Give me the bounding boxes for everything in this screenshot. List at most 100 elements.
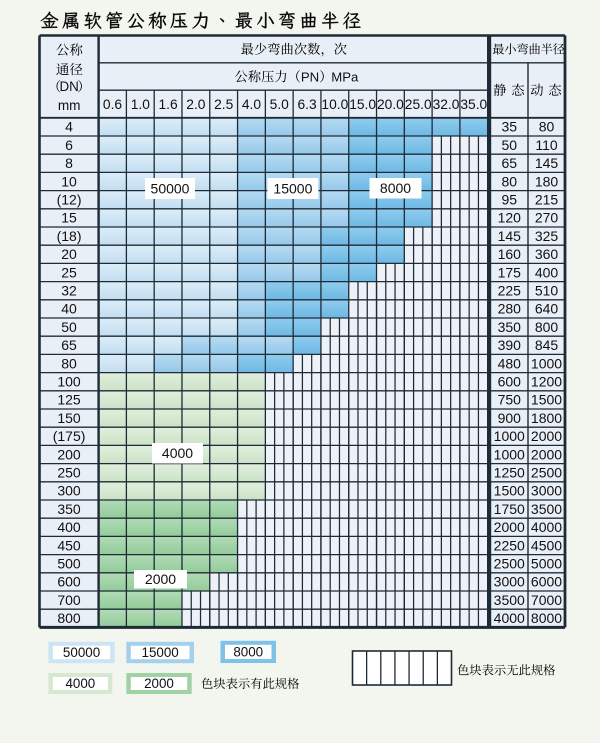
svg-text:4500: 4500 — [531, 537, 562, 553]
svg-text:4.0: 4.0 — [242, 97, 262, 112]
svg-text:1000: 1000 — [494, 428, 525, 444]
svg-text:2000: 2000 — [144, 676, 174, 691]
svg-text:80: 80 — [539, 119, 555, 135]
svg-text:450: 450 — [57, 537, 81, 553]
svg-text:1500: 1500 — [531, 392, 562, 408]
svg-text:125: 125 — [57, 392, 81, 408]
svg-text:390: 390 — [498, 337, 522, 353]
svg-text:8000: 8000 — [380, 180, 411, 196]
svg-text:2.5: 2.5 — [214, 97, 234, 112]
svg-text:360: 360 — [535, 246, 559, 262]
svg-text:5000: 5000 — [531, 556, 562, 572]
svg-text:0.6: 0.6 — [103, 97, 123, 112]
svg-text:1000: 1000 — [494, 446, 525, 462]
svg-text:80: 80 — [61, 355, 77, 371]
svg-text:4000: 4000 — [162, 445, 193, 461]
svg-text:6: 6 — [65, 137, 73, 153]
svg-text:MPa: MPa — [331, 69, 359, 84]
svg-text:15000: 15000 — [142, 645, 179, 660]
svg-text:2000: 2000 — [531, 428, 562, 444]
svg-text:65: 65 — [61, 337, 77, 353]
svg-text:(175): (175) — [53, 428, 86, 444]
svg-text:750: 750 — [498, 392, 522, 408]
svg-text:400: 400 — [57, 519, 81, 535]
svg-text:270: 270 — [535, 210, 559, 226]
svg-text:1.0: 1.0 — [131, 97, 151, 112]
svg-text:640: 640 — [535, 301, 559, 317]
svg-text:480: 480 — [498, 355, 522, 371]
svg-text:2500: 2500 — [494, 556, 525, 572]
svg-text:80: 80 — [501, 173, 517, 189]
svg-text:300: 300 — [57, 483, 81, 499]
svg-text:2.0: 2.0 — [186, 97, 206, 112]
svg-text:10: 10 — [61, 173, 77, 189]
svg-text:5.0: 5.0 — [270, 97, 290, 112]
svg-text:20: 20 — [61, 246, 77, 262]
svg-text:50: 50 — [501, 137, 517, 153]
svg-text:500: 500 — [57, 556, 81, 572]
svg-text:20.0: 20.0 — [377, 97, 404, 112]
svg-text:700: 700 — [57, 592, 81, 608]
svg-text:40: 40 — [61, 301, 77, 317]
svg-text:95: 95 — [501, 192, 517, 208]
svg-text:325: 325 — [535, 228, 559, 244]
svg-text:35: 35 — [501, 119, 517, 135]
svg-text:2000: 2000 — [145, 571, 176, 587]
svg-text:510: 510 — [535, 283, 559, 299]
svg-text:8000: 8000 — [233, 645, 263, 660]
svg-text:350: 350 — [57, 501, 81, 517]
svg-text:DN: DN — [60, 79, 79, 94]
svg-text:280: 280 — [498, 301, 522, 317]
svg-text:845: 845 — [535, 337, 559, 353]
svg-text:(12): (12) — [57, 192, 82, 208]
svg-text:100: 100 — [57, 374, 81, 390]
svg-text:3000: 3000 — [531, 483, 562, 499]
svg-text:600: 600 — [57, 574, 81, 590]
svg-text:6.3: 6.3 — [297, 97, 317, 112]
svg-text:2250: 2250 — [494, 537, 525, 553]
svg-text:350: 350 — [498, 319, 522, 335]
svg-text:215: 215 — [535, 192, 559, 208]
svg-text:15000: 15000 — [273, 180, 312, 196]
svg-text:2000: 2000 — [494, 519, 525, 535]
svg-text:145: 145 — [535, 155, 559, 171]
svg-text:8000: 8000 — [531, 610, 562, 626]
svg-text:50: 50 — [61, 319, 77, 335]
svg-text:PN: PN — [301, 69, 319, 84]
svg-text:2000: 2000 — [531, 446, 562, 462]
svg-text:32.0: 32.0 — [433, 97, 460, 112]
svg-text:25.0: 25.0 — [405, 97, 432, 112]
svg-text:180: 180 — [535, 173, 559, 189]
svg-text:120: 120 — [498, 210, 522, 226]
svg-text:8: 8 — [65, 155, 73, 171]
svg-text:250: 250 — [57, 465, 81, 481]
svg-text:4000: 4000 — [65, 676, 95, 691]
svg-text:400: 400 — [535, 264, 559, 280]
svg-text:225: 225 — [498, 283, 522, 299]
svg-text:25: 25 — [61, 264, 77, 280]
svg-text:15: 15 — [61, 210, 77, 226]
svg-text:mm: mm — [58, 98, 81, 113]
svg-text:1.6: 1.6 — [158, 97, 178, 112]
svg-text:50000: 50000 — [151, 180, 190, 196]
svg-text:1500: 1500 — [494, 483, 525, 499]
svg-text:7000: 7000 — [531, 592, 562, 608]
svg-text:35.0: 35.0 — [460, 97, 487, 112]
svg-text:32: 32 — [61, 283, 77, 299]
svg-text:4: 4 — [65, 119, 73, 135]
svg-text:3000: 3000 — [494, 574, 525, 590]
svg-text:200: 200 — [57, 446, 81, 462]
svg-text:3500: 3500 — [494, 592, 525, 608]
svg-text:2500: 2500 — [531, 465, 562, 481]
svg-text:800: 800 — [535, 319, 559, 335]
svg-text:110: 110 — [535, 137, 558, 153]
svg-text:10.0: 10.0 — [321, 97, 348, 112]
svg-text:1750: 1750 — [494, 501, 525, 517]
svg-text:15.0: 15.0 — [349, 97, 376, 112]
svg-text:175: 175 — [498, 264, 522, 280]
svg-text:3500: 3500 — [531, 501, 562, 517]
svg-text:1000: 1000 — [531, 355, 562, 371]
svg-text:1200: 1200 — [531, 374, 562, 390]
svg-text:4000: 4000 — [531, 519, 562, 535]
svg-text:160: 160 — [498, 246, 522, 262]
